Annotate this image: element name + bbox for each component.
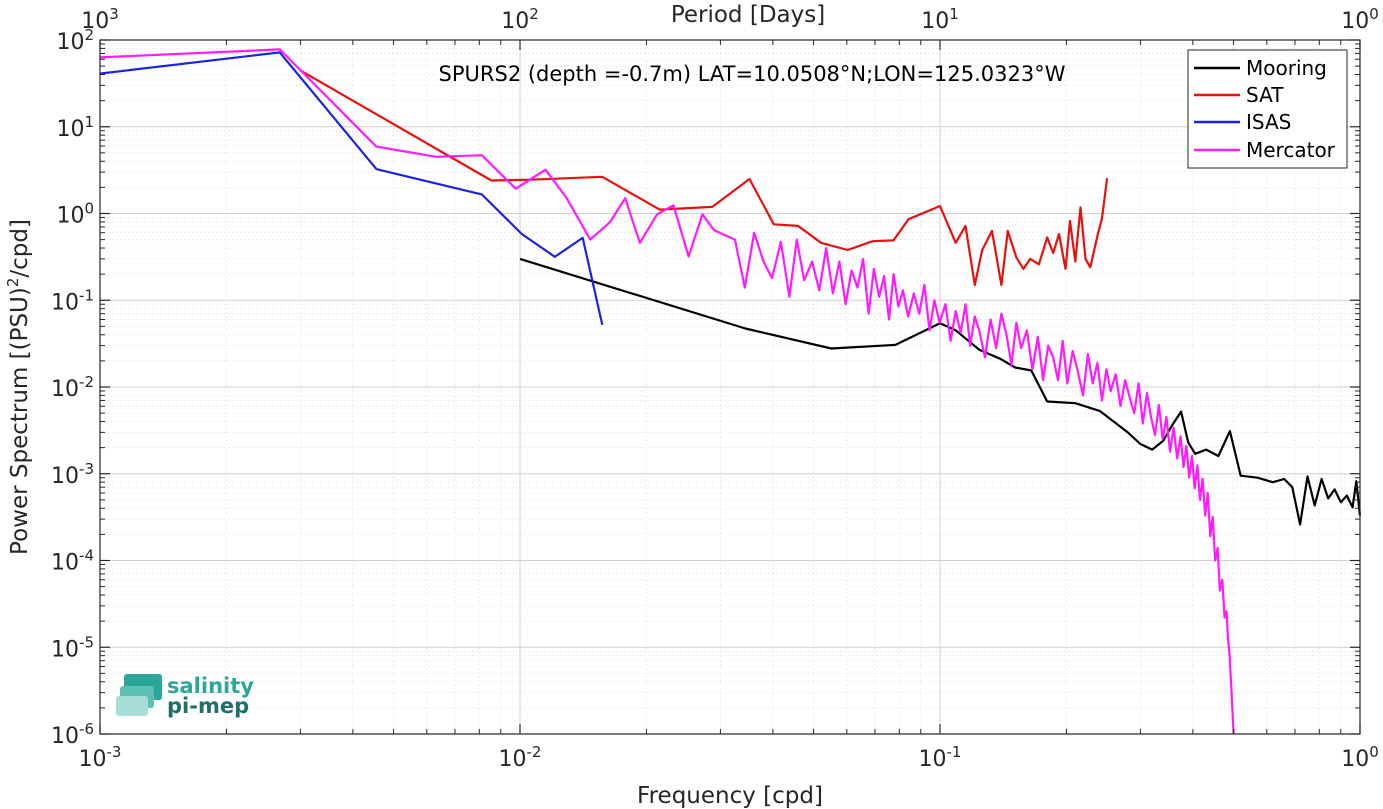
y-axis-label-main: Power Spectrum [(PSU)	[7, 287, 33, 555]
series-line-isas	[99, 51, 604, 326]
top-tick-label: 102	[501, 5, 539, 34]
x-tick-label: 10-3	[79, 743, 122, 772]
x-tick-label-base: 10	[1341, 747, 1369, 772]
y-tick-label: 10-4	[51, 547, 94, 576]
series-layer	[99, 48, 1362, 735]
y-tick-label-exponent: -2	[79, 373, 94, 391]
y-tick-label-exponent: 0	[84, 200, 94, 218]
y-tick-label-base: 10	[51, 464, 79, 489]
y-tick-label-base: 10	[51, 551, 79, 576]
x-tick-label: 10-2	[499, 743, 542, 772]
y-tick-label-exponent: -6	[79, 720, 94, 738]
y-tick-label-base: 10	[56, 204, 84, 229]
tick-labels: 10-3 10-2 10-1 10010210110010-110-210-310-4…	[51, 5, 1379, 772]
x-tick-label-exponent: -2	[527, 743, 542, 761]
top-tick-label-base: 10	[81, 9, 109, 34]
y-tick-label: 10-2	[51, 373, 94, 402]
y-tick-label-base: 10	[56, 30, 84, 55]
top-tick-label-base: 10	[921, 9, 949, 34]
legend-box	[1187, 49, 1348, 169]
y-tick-label-base: 10	[51, 724, 79, 749]
top-tick-label-exponent: 1	[949, 5, 959, 23]
top-tick-label-exponent: 2	[529, 5, 539, 23]
y-tick-label: 102	[56, 26, 94, 55]
x-axis-label: Frequency [cpd]	[637, 783, 823, 809]
y-tick-label-base: 10	[56, 117, 84, 142]
y-tick-label: 10-3	[51, 460, 94, 489]
y-tick-label-exponent: -4	[79, 547, 94, 565]
top-tick-label: 101	[921, 5, 959, 34]
x-tick-label-base: 10	[919, 747, 947, 772]
y-axis-label-tail: /cpd]	[7, 219, 33, 278]
legend-label-mercator: Mercator	[1246, 138, 1336, 162]
x-tick-label: 100	[1341, 743, 1379, 772]
top-tick-label: 100	[1341, 5, 1379, 34]
y-tick-label: 100	[56, 200, 94, 229]
top-tick-label-base: 10	[501, 9, 529, 34]
x-tick-label: 10-1	[919, 743, 962, 772]
y-tick-label: 101	[56, 113, 94, 142]
wave-icon	[116, 674, 162, 716]
series-line-mooring	[519, 257, 1362, 526]
top-tick-label: 103	[81, 5, 119, 34]
y-tick-label-base: 10	[51, 637, 79, 662]
y-tick-label: 10-5	[51, 633, 94, 662]
major-grid	[100, 40, 1360, 734]
y-tick-label: 10-6	[51, 720, 94, 749]
x-tick-label-base: 10	[499, 747, 527, 772]
top-tick-label-exponent: 3	[109, 5, 119, 23]
legend: Mooring SAT ISAS Mercator	[1187, 49, 1348, 169]
legend-label-mooring: Mooring	[1246, 56, 1327, 80]
series-line-sat	[299, 69, 1109, 287]
chart-title: SPURS2 (depth =-0.7m) LAT=10.0508°N;LON=…	[439, 62, 1066, 86]
salinity-pi-mep-logo: salinity pi-mep	[116, 674, 254, 718]
y-tick-label-base: 10	[51, 290, 79, 315]
y-tick-label: 10-1	[51, 286, 94, 315]
top-axis-label: Period [Days]	[671, 2, 825, 28]
top-tick-label-exponent: 0	[1369, 5, 1379, 23]
y-tick-label-exponent: 2	[84, 26, 94, 44]
logo-text-salinity: salinity	[167, 674, 254, 698]
legend-label-isas: ISAS	[1246, 110, 1291, 134]
logo-text-pi-mep: pi-mep	[167, 694, 249, 718]
y-tick-label-exponent: 1	[84, 113, 94, 131]
x-tick-label-exponent: 0	[1369, 743, 1379, 761]
y-axis-label: Power Spectrum [(PSU)2/cpd]	[4, 219, 33, 555]
y-tick-label-exponent: -1	[79, 286, 94, 304]
x-tick-label-base: 10	[79, 747, 107, 772]
legend-label-sat: SAT	[1246, 83, 1284, 107]
x-tick-label-exponent: -1	[947, 743, 962, 761]
y-tick-label-exponent: -5	[79, 633, 94, 651]
y-axis-label-sup: 2	[4, 278, 22, 288]
y-tick-label-base: 10	[51, 377, 79, 402]
top-tick-label-base: 10	[1341, 9, 1369, 34]
x-tick-label-exponent: -3	[107, 743, 122, 761]
y-tick-label-exponent: -3	[79, 460, 94, 478]
tick-marks	[99, 39, 1361, 735]
series-line-mercator	[99, 48, 1235, 735]
